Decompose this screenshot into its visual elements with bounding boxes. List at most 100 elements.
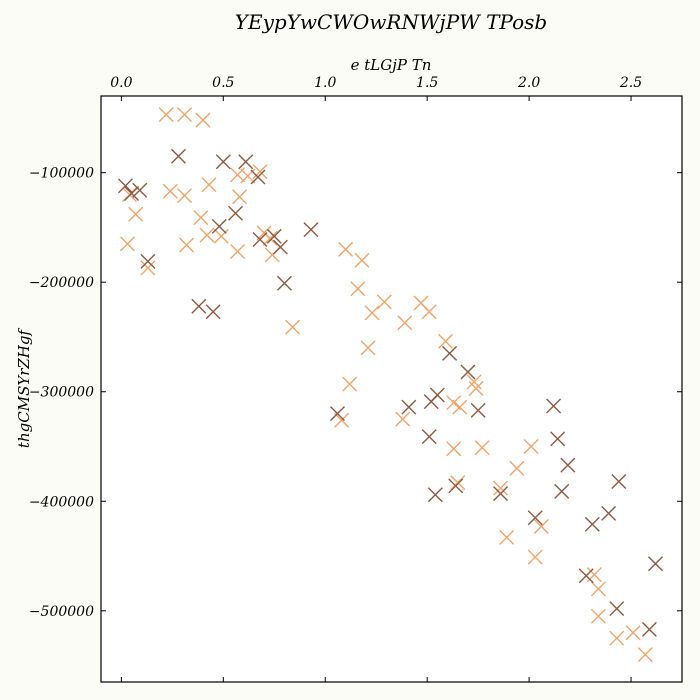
data-point <box>266 228 282 244</box>
data-point <box>120 236 135 252</box>
data-point <box>641 621 657 637</box>
data-point <box>162 183 178 199</box>
data-point <box>170 148 186 164</box>
data-point <box>452 399 468 415</box>
data-point <box>177 188 193 204</box>
data-point <box>578 568 594 584</box>
data-point <box>140 253 156 269</box>
data-point <box>272 239 288 255</box>
data-point <box>560 457 576 473</box>
data-point <box>338 241 354 257</box>
data-point <box>238 154 254 170</box>
data-point <box>554 483 570 499</box>
data-point <box>648 556 663 572</box>
data-point <box>334 412 350 428</box>
data-point <box>215 154 231 170</box>
data-point <box>523 439 539 454</box>
data-point <box>601 505 617 521</box>
data-point <box>474 440 490 456</box>
data-point <box>228 205 244 221</box>
x-axis-label: e tLGjP Tn <box>351 56 432 74</box>
data-point <box>446 441 462 457</box>
chart-title: YEypYwCWOwRNWjPW TPosb <box>235 10 547 34</box>
data-point <box>285 319 301 335</box>
data-point <box>493 480 509 496</box>
data-point <box>276 275 292 291</box>
data-point <box>460 364 476 380</box>
data-point <box>132 182 148 198</box>
data-point <box>438 333 454 349</box>
data-point <box>509 460 525 476</box>
data-point <box>329 406 345 422</box>
data-point <box>527 510 543 526</box>
data-point <box>401 399 417 415</box>
data-point <box>625 625 641 641</box>
data-point <box>499 529 515 545</box>
data-point <box>199 227 215 243</box>
data-point <box>397 315 413 331</box>
data-point <box>179 237 195 253</box>
data-point <box>470 402 486 418</box>
data-point <box>590 608 606 624</box>
data-point <box>252 231 268 247</box>
data-point <box>448 478 464 494</box>
data-point <box>117 178 133 194</box>
data-point <box>230 244 246 260</box>
data-point <box>450 475 466 491</box>
data-point <box>193 210 209 226</box>
x-tick-label: 2.5 <box>619 75 642 91</box>
x-tick-label: 1.0 <box>314 75 336 91</box>
x-tick-label: 0.0 <box>110 75 132 91</box>
y-tick-label: −200000 <box>29 275 94 291</box>
data-point <box>364 305 380 321</box>
x-tick-label: 1.5 <box>416 75 438 91</box>
x-axis-ticks: 0.0 0.5 1.0 1.5 2.0 2.5 <box>110 75 642 682</box>
data-point <box>191 298 207 314</box>
y-tick-label: −300000 <box>29 385 94 401</box>
y-tick-label: −400000 <box>29 494 94 510</box>
data-point <box>395 411 411 427</box>
data-point <box>303 222 319 238</box>
data-point <box>550 431 566 447</box>
data-point <box>427 487 443 503</box>
x-tick-label: 2.0 <box>517 75 540 91</box>
plot-area <box>100 95 683 683</box>
data-point <box>213 228 229 244</box>
data-point <box>342 376 358 392</box>
data-point <box>421 429 437 445</box>
data-point <box>609 601 625 617</box>
data-point <box>546 398 562 414</box>
data-points <box>117 107 663 663</box>
data-point <box>177 107 193 123</box>
data-point <box>527 549 543 565</box>
data-point <box>442 345 458 361</box>
data-point <box>611 474 627 490</box>
data-point <box>128 206 144 222</box>
y-tick-label: −500000 <box>29 604 94 620</box>
data-point <box>205 304 221 320</box>
data-point <box>584 516 600 532</box>
data-point <box>590 581 606 597</box>
data-point <box>195 112 211 128</box>
data-point <box>446 395 462 411</box>
data-point <box>158 107 174 123</box>
data-point <box>637 647 653 663</box>
x-tick-label: 0.5 <box>212 75 234 91</box>
data-point <box>350 281 366 297</box>
data-point <box>211 218 227 234</box>
data-point <box>468 380 484 396</box>
y-axis-label: thgCMSYrZHgf <box>15 327 33 448</box>
data-point <box>252 164 268 180</box>
data-point <box>124 185 140 201</box>
y-axis-ticks: −100000 −200000 −300000 −400000 −500000 <box>29 166 682 620</box>
data-point <box>376 294 392 310</box>
data-point <box>201 177 217 193</box>
data-point <box>232 189 248 205</box>
data-point <box>609 630 625 646</box>
data-point <box>360 340 376 356</box>
data-point <box>421 304 437 320</box>
data-point <box>493 486 509 502</box>
data-point <box>429 387 445 403</box>
data-point <box>354 252 370 268</box>
